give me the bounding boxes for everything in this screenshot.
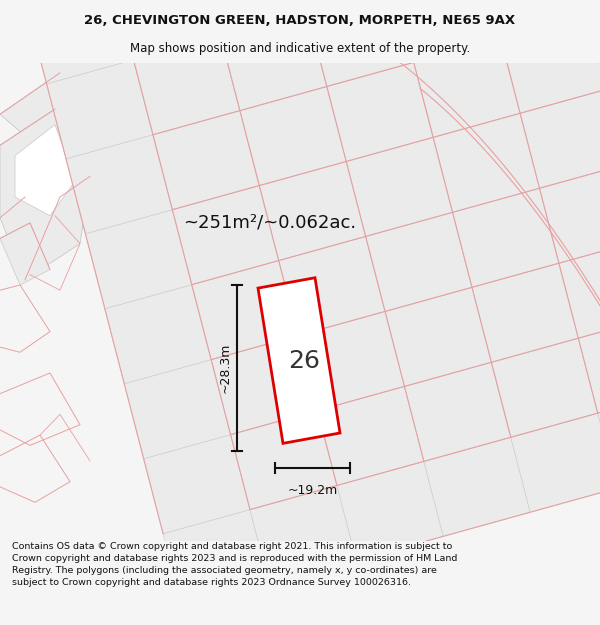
Polygon shape: [278, 236, 385, 336]
Polygon shape: [539, 164, 600, 263]
Polygon shape: [211, 336, 317, 434]
Polygon shape: [124, 359, 230, 459]
Polygon shape: [433, 113, 539, 212]
Polygon shape: [259, 161, 365, 261]
Polygon shape: [0, 109, 90, 280]
Polygon shape: [15, 124, 75, 216]
Polygon shape: [491, 338, 598, 437]
Polygon shape: [385, 288, 491, 386]
Text: ~251m²/~0.062ac.: ~251m²/~0.062ac.: [184, 214, 356, 232]
Polygon shape: [240, 86, 346, 186]
Polygon shape: [414, 38, 520, 138]
Polygon shape: [598, 389, 600, 488]
Polygon shape: [346, 138, 452, 236]
Polygon shape: [337, 461, 443, 561]
Polygon shape: [0, 73, 120, 166]
Text: ~28.3m: ~28.3m: [218, 342, 232, 393]
Polygon shape: [0, 223, 50, 285]
Polygon shape: [452, 188, 559, 288]
Text: 26: 26: [288, 349, 320, 372]
Polygon shape: [578, 314, 600, 413]
Polygon shape: [172, 186, 278, 284]
Polygon shape: [250, 486, 356, 584]
Polygon shape: [105, 284, 211, 384]
Polygon shape: [163, 509, 269, 609]
Polygon shape: [143, 434, 250, 534]
Polygon shape: [317, 386, 424, 486]
Text: ~19.2m: ~19.2m: [287, 484, 338, 497]
Text: Map shows position and indicative extent of the property.: Map shows position and indicative extent…: [130, 42, 470, 55]
Polygon shape: [380, 73, 450, 119]
Polygon shape: [230, 411, 337, 509]
Polygon shape: [587, 0, 600, 89]
Polygon shape: [192, 261, 298, 359]
Polygon shape: [153, 111, 259, 209]
Polygon shape: [424, 438, 530, 536]
Polygon shape: [365, 213, 472, 311]
Polygon shape: [85, 209, 192, 309]
Polygon shape: [47, 60, 153, 159]
Polygon shape: [134, 36, 240, 135]
Polygon shape: [258, 278, 340, 443]
Polygon shape: [298, 311, 404, 411]
Text: Contains OS data © Crown copyright and database right 2021. This information is : Contains OS data © Crown copyright and d…: [12, 542, 457, 587]
Text: 26, CHEVINGTON GREEN, HADSTON, MORPETH, NE65 9AX: 26, CHEVINGTON GREEN, HADSTON, MORPETH, …: [85, 14, 515, 26]
Polygon shape: [27, 0, 134, 84]
Polygon shape: [520, 89, 600, 188]
Polygon shape: [500, 14, 600, 113]
Polygon shape: [472, 263, 578, 362]
Polygon shape: [511, 413, 600, 512]
Polygon shape: [327, 62, 433, 161]
Polygon shape: [220, 11, 327, 111]
Polygon shape: [155, 73, 230, 161]
Polygon shape: [66, 135, 172, 234]
Polygon shape: [307, 0, 414, 86]
Polygon shape: [559, 239, 600, 338]
Polygon shape: [404, 362, 511, 461]
